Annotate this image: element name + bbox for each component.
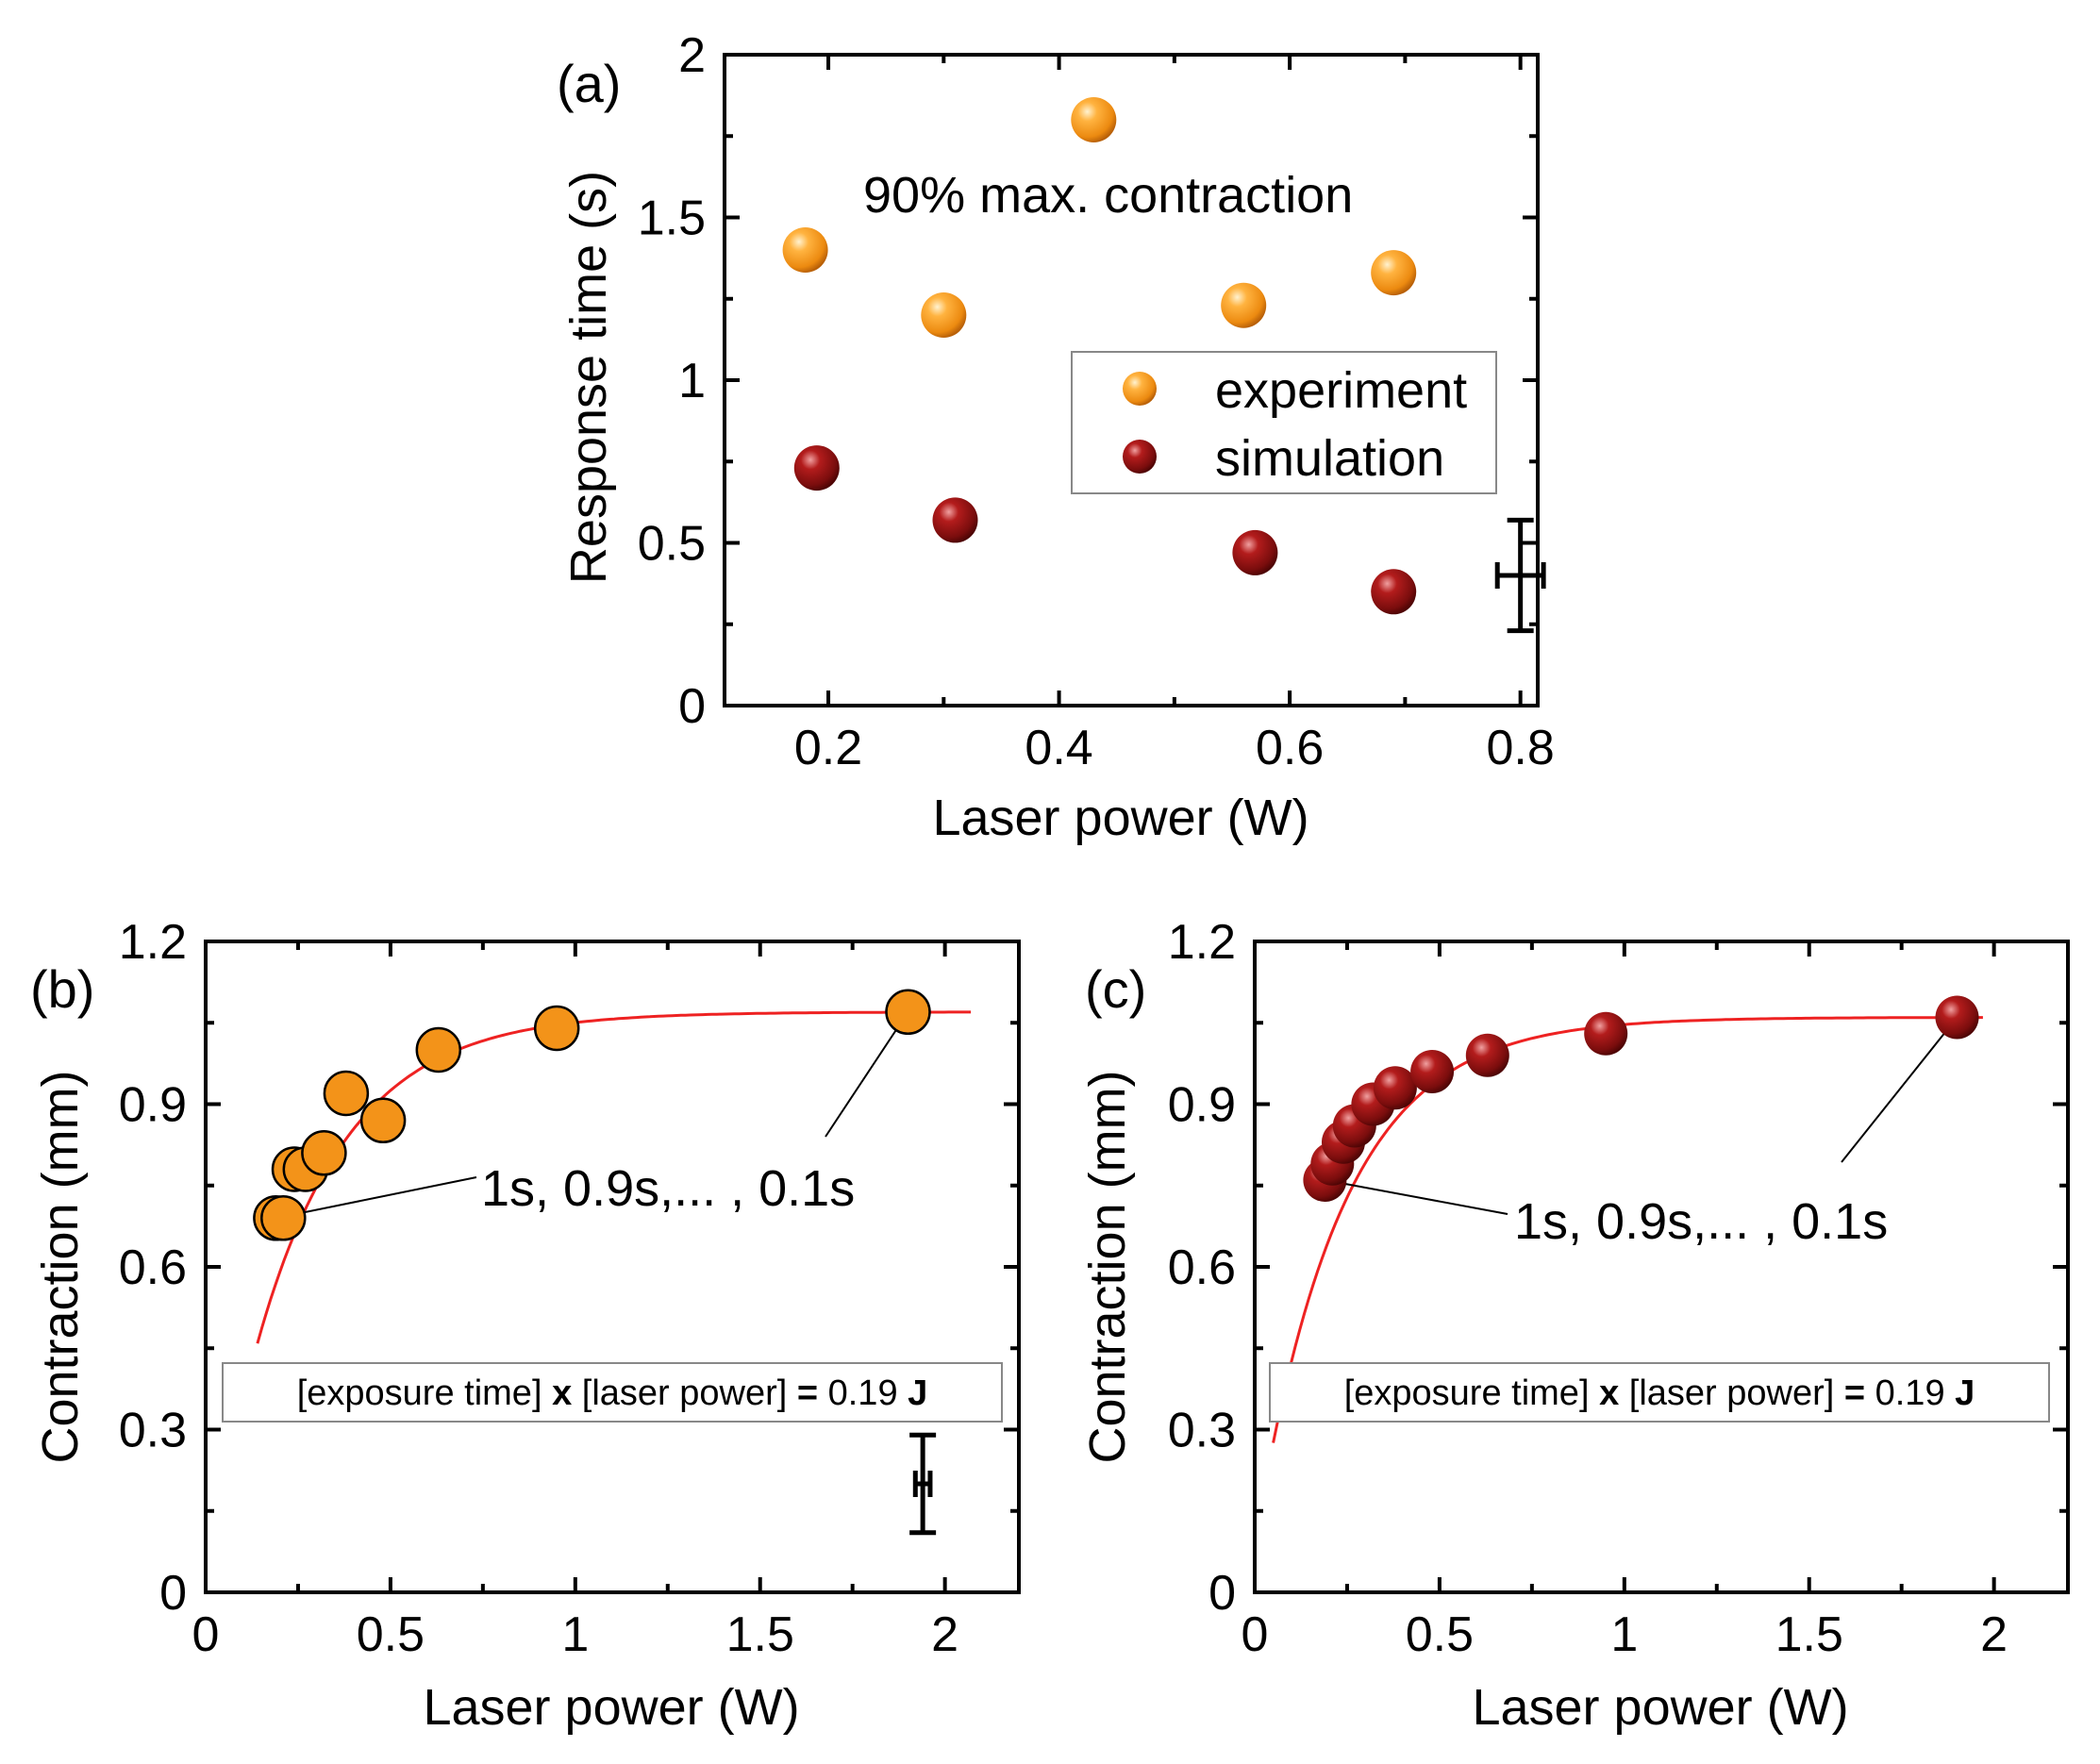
panel-b: 0 0.5 1 1.5 2 0 0.3 0.6 0.9 1.2 (b) 1s, 0.9s,... … bbox=[30, 915, 1021, 1736]
data-point-experiment bbox=[1371, 250, 1417, 296]
x-tick-label: 0 bbox=[1242, 1607, 1269, 1662]
data-point-experiment bbox=[301, 1130, 347, 1176]
x-tick-label: 2 bbox=[1980, 1607, 2008, 1662]
x-tick-label: 0.5 bbox=[1406, 1607, 1474, 1662]
data-point-experiment bbox=[1071, 97, 1117, 142]
y-axis-label: Response time (s) bbox=[560, 171, 617, 584]
equation-frame bbox=[222, 1362, 1003, 1423]
y-tick-label: 0.5 bbox=[638, 517, 706, 572]
x-tick-label: 1.5 bbox=[1775, 1607, 1843, 1662]
annotation-leader bbox=[1841, 1016, 1958, 1163]
x-tick-label: 1 bbox=[1610, 1607, 1638, 1662]
panel-c: 0 0.5 1 1.5 2 0 0.3 0.6 0.9 1.2 (c) 1s, 0.9s,... … bbox=[1079, 915, 2070, 1736]
y-tick-label: 1.2 bbox=[119, 915, 187, 970]
y-tick-label: 0.9 bbox=[119, 1078, 187, 1133]
data-point-experiment bbox=[323, 1070, 370, 1117]
x-tick-label: 2 bbox=[931, 1607, 958, 1662]
data-point-simulation bbox=[1465, 1033, 1509, 1077]
y-tick-label: 0 bbox=[1208, 1566, 1236, 1621]
panel-label: (a) bbox=[557, 54, 621, 113]
data-point-simulation bbox=[1371, 569, 1417, 615]
x-tick-label: 0.2 bbox=[794, 721, 862, 775]
data-point-simulation bbox=[1410, 1050, 1455, 1093]
panel-a: 0.2 0.4 0.6 0.8 0 0.5 1 1.5 2 (a) 90% max. contr… bbox=[557, 28, 1555, 846]
data-point-experiment bbox=[1221, 282, 1267, 328]
annotation-text: 1s, 0.9s,... , 0.1s bbox=[481, 1160, 855, 1217]
y-tick-label: 0 bbox=[678, 679, 706, 734]
data-point-experiment bbox=[260, 1195, 307, 1241]
legend-label-experiment: experiment bbox=[1215, 362, 1467, 419]
data-point-simulation bbox=[793, 445, 840, 491]
x-axis-label: Laser power (W) bbox=[423, 1679, 799, 1736]
y-tick-label: 0.6 bbox=[119, 1240, 187, 1295]
equation-box: [exposure time] x [laser power] = 0.19 J bbox=[222, 1362, 1003, 1423]
x-axis-label: Laser power (W) bbox=[932, 790, 1308, 846]
annotation-leader bbox=[1325, 1179, 1508, 1215]
data-point-simulation bbox=[1232, 529, 1278, 575]
legend: experiment simulation bbox=[1071, 351, 1497, 494]
legend-label-simulation: simulation bbox=[1215, 430, 1444, 487]
y-tick-label: 1 bbox=[678, 354, 706, 408]
x-tick-label: 0 bbox=[192, 1607, 220, 1662]
x-tick-label: 1.5 bbox=[726, 1607, 794, 1662]
y-tick-label: 0.3 bbox=[119, 1404, 187, 1458]
annotation-leader bbox=[275, 1176, 477, 1220]
x-tick-label: 0.6 bbox=[1256, 721, 1324, 775]
data-point-simulation bbox=[932, 497, 978, 543]
y-tick-label: 0.9 bbox=[1168, 1078, 1236, 1133]
x-tick-label: 0.8 bbox=[1487, 721, 1555, 775]
y-tick-label: 0.3 bbox=[1168, 1404, 1236, 1458]
legend-marker-experiment bbox=[1123, 372, 1157, 406]
annotation-text: 90% max. contraction bbox=[863, 167, 1353, 224]
x-tick-label: 1 bbox=[561, 1607, 589, 1662]
data-point-simulation bbox=[1584, 1011, 1628, 1056]
data-point-experiment bbox=[415, 1026, 462, 1073]
y-tick-label: 0.6 bbox=[1168, 1240, 1236, 1295]
plot-frame bbox=[1253, 940, 2070, 1594]
x-tick-label: 0.4 bbox=[1025, 721, 1092, 775]
legend-marker-simulation bbox=[1123, 440, 1157, 474]
equation-text: [exposure time] x [laser power] = 0.19 J bbox=[297, 1373, 928, 1413]
data-point-experiment bbox=[782, 227, 828, 273]
data-point-experiment bbox=[885, 989, 931, 1036]
y-axis-label: Contraction (mm) bbox=[1079, 1070, 1136, 1463]
data-point-experiment bbox=[921, 292, 967, 338]
x-tick-label: 0.5 bbox=[357, 1607, 425, 1662]
y-tick-label: 0 bbox=[159, 1566, 187, 1621]
y-tick-label: 1.2 bbox=[1168, 915, 1236, 970]
equation-text: [exposure time] x [laser power] = 0.19 J bbox=[1344, 1373, 1975, 1413]
panel-label: (b) bbox=[30, 959, 94, 1019]
data-point-simulation bbox=[1373, 1066, 1417, 1110]
annotation-leader bbox=[825, 1011, 909, 1138]
error-bar bbox=[1494, 517, 1546, 634]
equation-box: [exposure time] x [laser power] = 0.19 J bbox=[1269, 1362, 2050, 1423]
error-bar bbox=[909, 1432, 937, 1536]
x-axis-label: Laser power (W) bbox=[1472, 1679, 1848, 1736]
y-tick-label: 2 bbox=[678, 28, 706, 83]
y-tick-label: 1.5 bbox=[638, 191, 706, 246]
data-point-simulation bbox=[1935, 995, 1979, 1040]
equation-frame bbox=[1269, 1362, 2050, 1423]
panel-label: (c) bbox=[1085, 959, 1146, 1019]
plot-frame bbox=[723, 53, 1540, 707]
data-point-experiment bbox=[533, 1005, 580, 1052]
fit-curve bbox=[1272, 1016, 1983, 1443]
data-point-experiment bbox=[359, 1097, 407, 1144]
y-axis-label: Contraction (mm) bbox=[32, 1070, 89, 1463]
plot-frame bbox=[204, 940, 1021, 1594]
annotation-text: 1s, 0.9s,... , 0.1s bbox=[1514, 1193, 1888, 1250]
